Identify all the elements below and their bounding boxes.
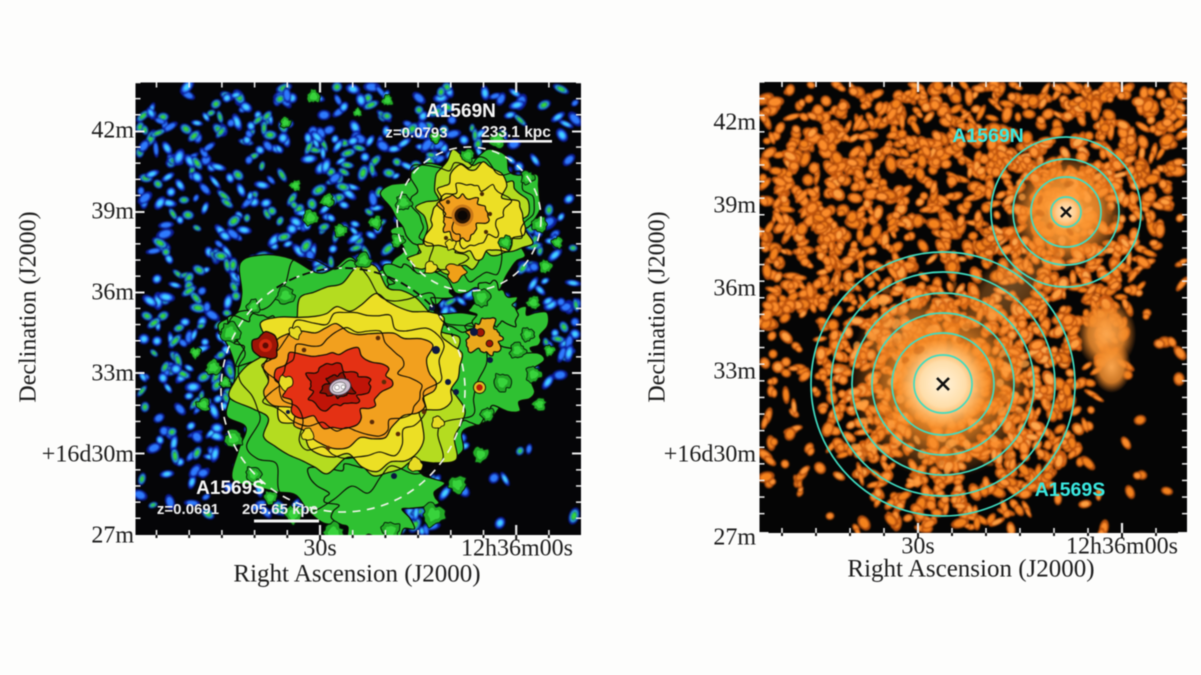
svg-text:Declination (J2000): Declination (J2000)	[645, 211, 671, 402]
svg-text:+16d30m: +16d30m	[42, 442, 135, 468]
svg-text:z=0.0691: z=0.0691	[157, 501, 219, 518]
svg-text:39m: 39m	[713, 193, 756, 219]
svg-text:30s: 30s	[901, 534, 934, 560]
svg-text:36m: 36m	[91, 280, 134, 306]
svg-text:33m: 33m	[713, 359, 756, 385]
svg-text:A1569N: A1569N	[426, 101, 496, 122]
svg-text:27m: 27m	[713, 525, 756, 551]
svg-text:42m: 42m	[91, 118, 134, 144]
svg-text:36m: 36m	[713, 276, 756, 302]
svg-text:42m: 42m	[713, 110, 756, 136]
svg-text:27m: 27m	[91, 523, 134, 549]
svg-text:12h36m00s: 12h36m00s	[461, 536, 573, 562]
svg-text:12h36m00s: 12h36m00s	[1066, 534, 1178, 560]
svg-text:30s: 30s	[303, 536, 336, 562]
svg-text:z=0.0793: z=0.0793	[385, 124, 447, 141]
svg-text:A1569N: A1569N	[952, 125, 1024, 147]
svg-text:39m: 39m	[91, 199, 134, 225]
svg-text:205.65 kpc: 205.65 kpc	[242, 501, 318, 518]
svg-text:33m: 33m	[91, 361, 134, 387]
svg-text:A1569S: A1569S	[196, 478, 265, 499]
svg-text:Right Ascension (J2000): Right Ascension (J2000)	[847, 556, 1094, 583]
svg-text:Declination (J2000): Declination (J2000)	[16, 211, 42, 402]
svg-text:233.1 kpc: 233.1 kpc	[481, 124, 551, 141]
svg-text:+16d30m: +16d30m	[664, 442, 757, 468]
svg-text:A1569S: A1569S	[1035, 479, 1105, 501]
svg-text:Right Ascension (J2000): Right Ascension (J2000)	[233, 561, 480, 588]
